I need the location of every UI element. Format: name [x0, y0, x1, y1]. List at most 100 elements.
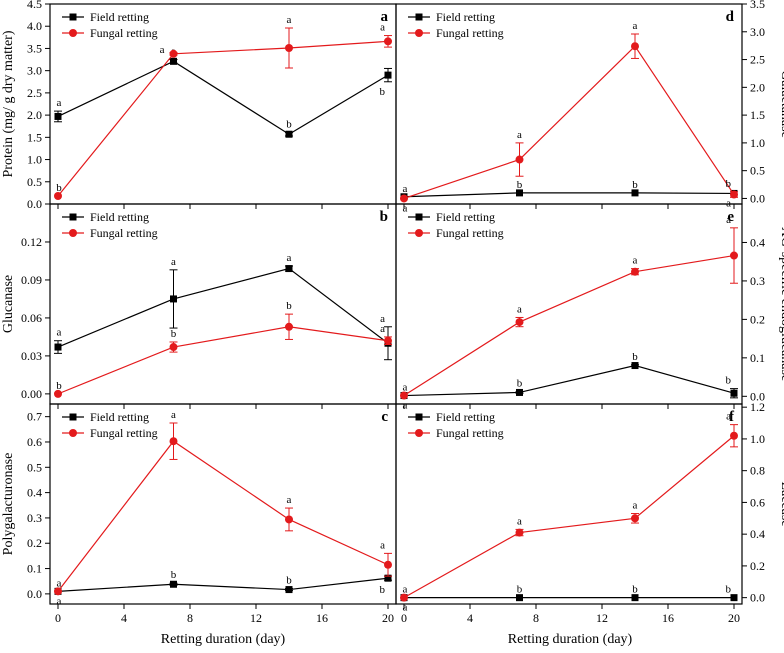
significance-letter-fungal-b: a	[380, 323, 385, 335]
y-tick-label-f: 1.0	[750, 432, 765, 446]
y-tick-label-b: 0.09	[21, 273, 42, 287]
y-tick-label-a: 3.5	[27, 41, 42, 55]
significance-letter-field-e: a	[403, 400, 408, 412]
y-tick-label-c: 0.5	[27, 460, 42, 474]
significance-letter-field-c: b	[286, 575, 292, 587]
legend-label-b: Field retting	[90, 210, 149, 224]
data-point-field-e	[516, 388, 523, 396]
legend-label-b: Fungal retting	[90, 226, 158, 240]
data-point-field-f	[516, 594, 523, 602]
y-tick-label-f: 0.2	[750, 559, 765, 573]
panel-f: 0.0 0.2 0.4 0.6 0.8 1.0 1.2 0 4 8 12 16 20 Laccase f Fi…	[395, 400, 784, 625]
series-line-fungal-f	[403, 435, 735, 599]
panel-letter-c: c	[381, 409, 388, 425]
legend-marker-c	[69, 413, 77, 421]
x-tick-label-c: 16	[316, 611, 328, 625]
y-tick-label-c: 0.1	[27, 562, 42, 576]
y-axis-title-c: Polygalacturonase	[1, 453, 16, 556]
data-point-fungal-b	[169, 343, 178, 352]
y-tick-label-d: 3.0	[750, 25, 765, 39]
data-point-field-e	[730, 389, 738, 397]
data-point-field-c	[170, 580, 177, 588]
legend-marker-b	[69, 229, 77, 237]
y-tick-label-a: 1.0	[27, 153, 42, 167]
panel-letter-f: f	[729, 409, 735, 425]
x-tick-label-c: 12	[250, 611, 262, 625]
significance-letter-fungal-f: a	[517, 515, 522, 527]
panel-frame-f	[395, 403, 743, 605]
panel-letter-a: a	[381, 9, 389, 25]
significance-letter-fungal-d: b	[726, 178, 732, 190]
x-axis-title-left: Retting duration (day)	[161, 632, 286, 647]
legend-label-a: Field retting	[90, 10, 149, 24]
y-tick-label-c: 0.6	[27, 435, 42, 449]
significance-letter-field-f: a	[403, 584, 408, 596]
y-tick-label-a: 4.5	[27, 0, 42, 11]
significance-letter-fungal-d: a	[403, 202, 408, 214]
series-line-fungal-d	[403, 45, 735, 200]
significance-letter-field-c: b	[380, 584, 386, 596]
data-point-field-f	[631, 594, 639, 602]
series-line-fungal-c	[57, 440, 389, 592]
significance-letter-field-b: a	[287, 252, 292, 264]
series-line-field-a	[57, 60, 389, 135]
significance-letter-fungal-a: b	[56, 182, 62, 194]
significance-letter-field-b: a	[57, 327, 62, 339]
series-line-fungal-b	[57, 326, 389, 395]
legend-marker-f	[415, 413, 423, 421]
y-tick-label-a: 1.5	[27, 130, 42, 144]
panel-b: 0.00 0.03 0.06 0.09 0.12 Glucanase b Field rett…	[1, 203, 397, 409]
data-point-fungal-d	[730, 190, 738, 199]
series-line-field-c	[57, 577, 389, 592]
y-tick-label-a: 4.0	[27, 19, 42, 33]
series-line-fungal-a	[57, 40, 389, 197]
legend-label-d: Fungal retting	[436, 26, 504, 40]
series-line-field-b	[57, 267, 389, 348]
y-tick-label-e: 0.0	[750, 389, 765, 403]
data-point-fungal-b	[384, 336, 392, 345]
data-point-fungal-b	[285, 322, 293, 331]
legend-label-a: Fungal retting	[90, 26, 158, 40]
panel-d: 0.0 0.5 1.0 1.5 2.0 2.5 3.0 3.5 Galactanase d Fiel…	[395, 0, 784, 214]
data-point-fungal-d	[631, 42, 639, 51]
x-tick-label-f: 12	[596, 611, 608, 625]
y-tick-label-f: 1.2	[750, 400, 765, 414]
legend-marker-d	[415, 13, 423, 21]
y-tick-label-a: 0.0	[27, 197, 42, 211]
panel-letter-e: e	[727, 209, 734, 225]
significance-letter-field-a: b	[380, 86, 386, 98]
data-point-fungal-c	[54, 587, 62, 596]
x-tick-label-f: 0	[401, 611, 407, 625]
data-point-fungal-c	[169, 437, 178, 446]
data-point-fungal-e	[730, 251, 738, 260]
legend-marker-a	[69, 29, 77, 37]
significance-letter-field-e: b	[726, 375, 732, 387]
significance-letter-fungal-f: a	[403, 602, 408, 614]
data-point-field-b	[170, 295, 177, 303]
data-point-fungal-a	[54, 192, 62, 200]
x-axis-title-right: Retting duration (day)	[508, 632, 633, 647]
y-tick-label-a: 0.5	[27, 175, 42, 189]
y-tick-label-f: 0.0	[750, 591, 765, 605]
y-axis-title-b: Glucanase	[1, 275, 16, 333]
data-point-field-f	[730, 594, 738, 602]
y-tick-label-d: 2.5	[750, 53, 765, 67]
x-tick-label-f: 20	[728, 611, 740, 625]
significance-letter-fungal-c: a	[57, 577, 62, 589]
data-point-fungal-e	[400, 391, 408, 400]
significance-letter-fungal-a: a	[380, 22, 385, 34]
significance-letter-fungal-a: a	[160, 44, 165, 56]
legend-label-d: Field retting	[436, 10, 495, 24]
legend-marker-d	[415, 29, 423, 37]
y-axis-title-e: XG-specific endoglucanase	[778, 227, 784, 381]
legend-marker-a	[69, 13, 77, 21]
y-tick-label-b: 0.06	[21, 311, 42, 325]
panel-letter-b: b	[380, 209, 388, 225]
x-tick-label-c: 8	[187, 611, 193, 625]
significance-letter-fungal-c: a	[171, 409, 176, 421]
legend-label-f: Field retting	[436, 410, 495, 424]
significance-letter-field-a: a	[57, 97, 62, 109]
y-tick-label-d: 2.0	[750, 80, 765, 94]
legend-marker-f	[415, 429, 423, 437]
